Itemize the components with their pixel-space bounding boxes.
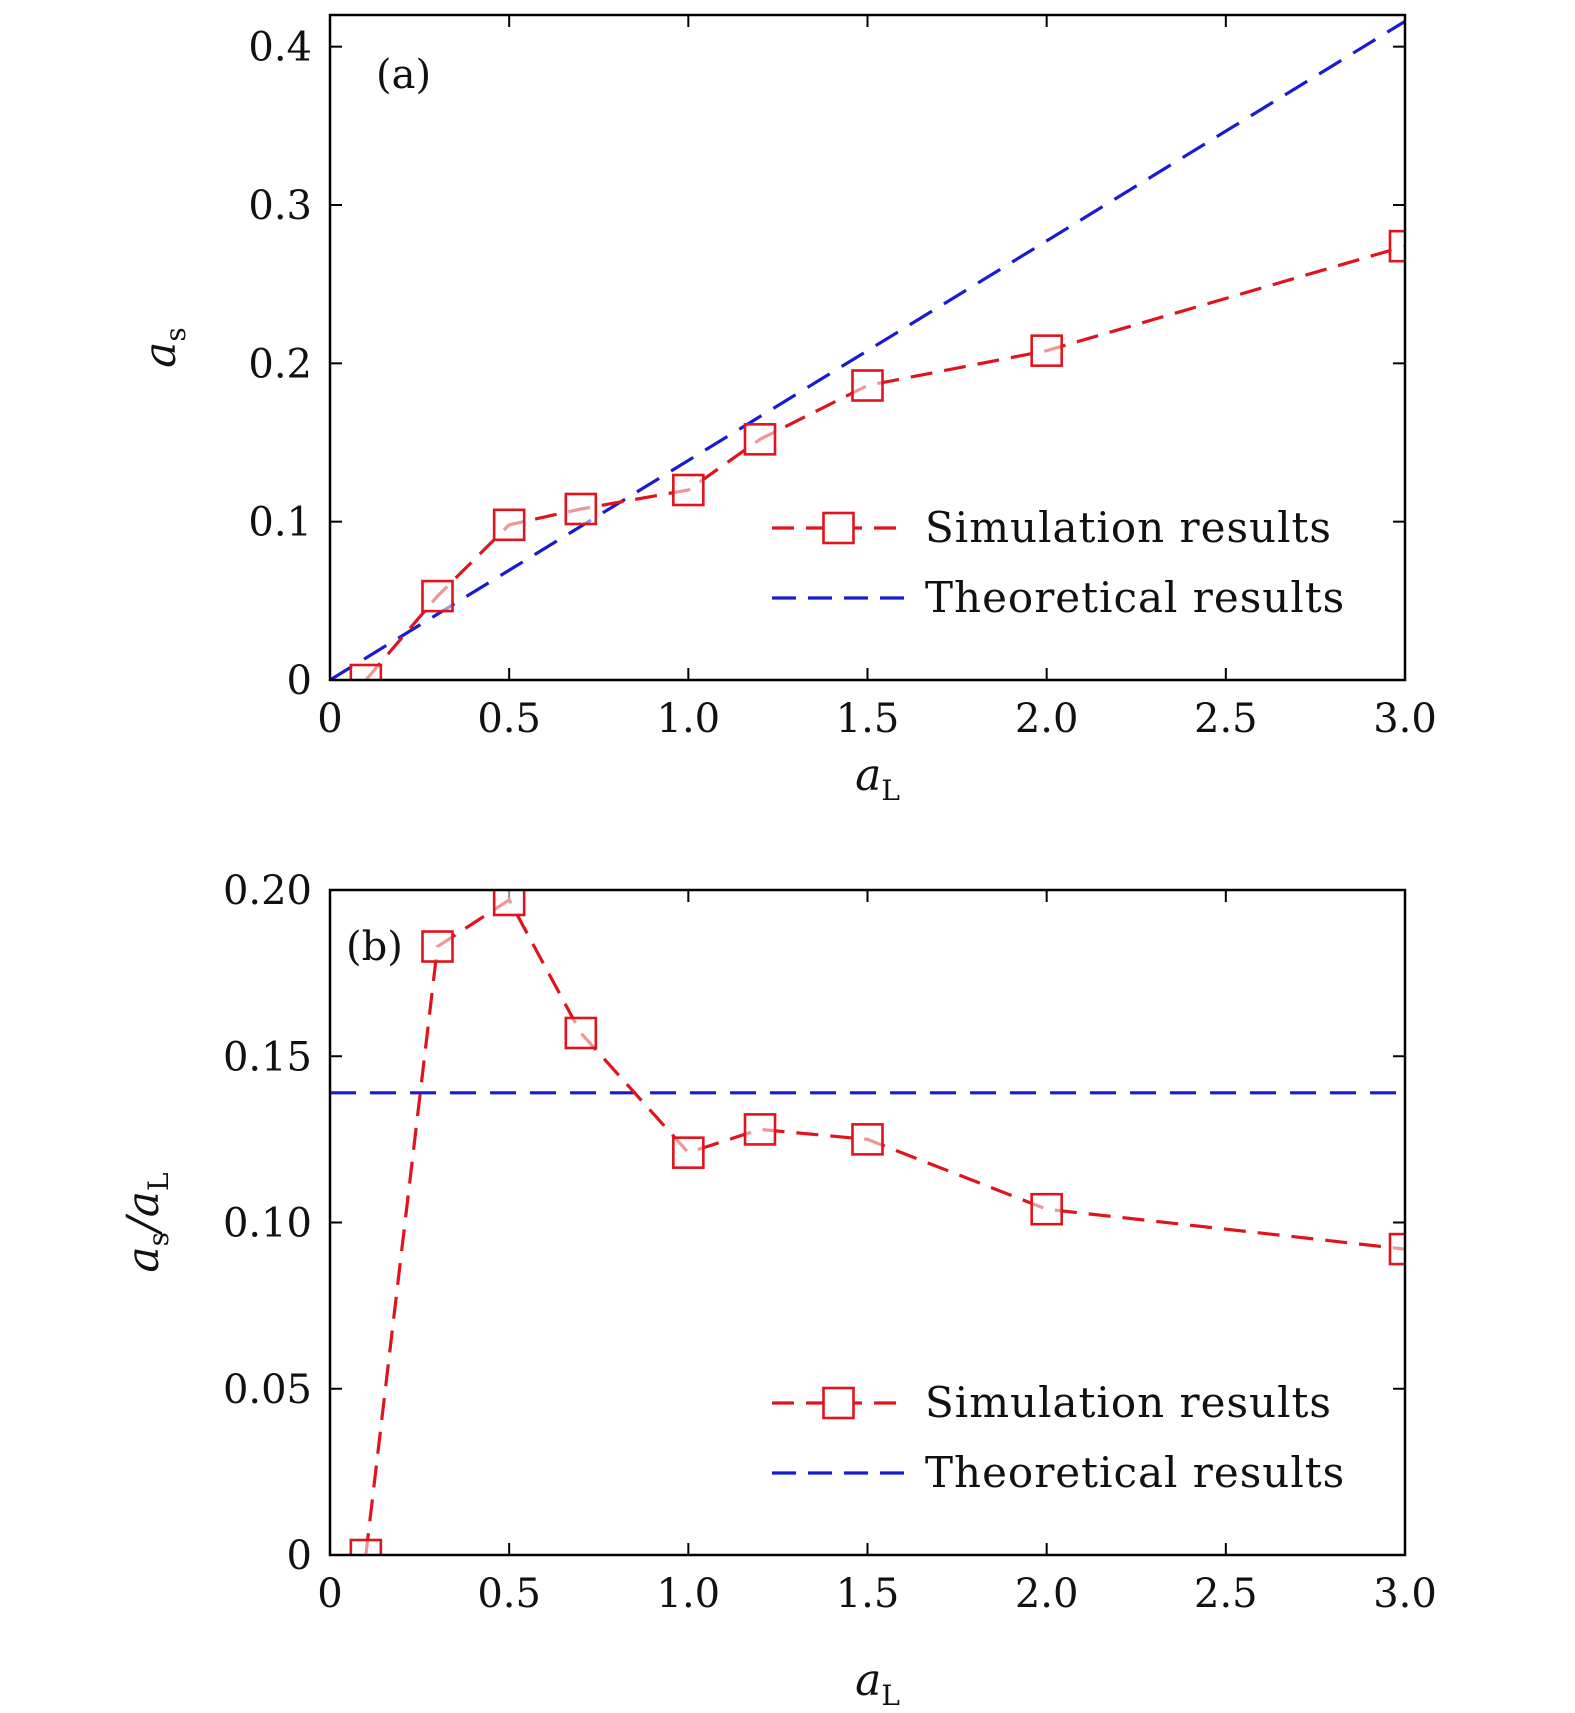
x-tick-label: 2.0 [1015,696,1079,742]
simulation-point-0-7 [1030,334,1063,367]
y-tick-label: 0.2 [248,341,312,387]
x-tick-label: 2.5 [1194,696,1258,742]
plot-frame [328,888,1407,1557]
simulation-point-0-4 [672,1136,705,1169]
x-tick-label: 1.0 [657,1571,721,1617]
simulation-point-0-7 [1030,1192,1063,1226]
simulation-point-0-2 [492,890,526,917]
x-tick-label: 2.0 [1015,1571,1079,1617]
x-axis-label: aL [855,1655,900,1712]
theoretical-series-line [330,19,1405,680]
simulation-point-0-5 [743,423,777,456]
x-tick-label: 0.5 [477,1571,541,1617]
y-tick-label: 0.4 [248,25,312,71]
x-axis-label: aL [855,750,900,807]
simulation-point-0-2 [492,508,526,542]
x-axis-label-main: a [855,750,881,801]
y-axis-label-main: a [135,342,186,368]
plot-area [330,19,1405,680]
panel-label: (a) [376,52,431,98]
y-axis-label-sub: s [159,327,192,341]
simulation-point-0-0 [349,663,383,680]
y-axis-label-tail-sub: L [142,1172,175,1191]
plot-area [330,890,1405,1555]
y-axis-label-tail: /a [118,1191,169,1236]
legend-label: Simulation results [925,503,1332,552]
y-tick-label: 0.20 [223,868,312,914]
x-tick-label: 0 [317,696,342,742]
simulation-point-0-1 [421,930,454,963]
y-tick-label: 0.05 [223,1367,312,1413]
x-tick-label: 1.0 [657,696,721,742]
x-tick-label: 1.5 [836,696,900,742]
y-tick-label: 0 [287,1533,312,1579]
y-tick-label: 0 [287,658,312,704]
x-tick-label: 3.0 [1373,1571,1437,1617]
legend-label: Theoretical results [925,1448,1345,1497]
legend: Simulation results Theoretical results [772,503,1345,622]
chart-panel-b: 0 0.5 1.0 1.5 2.0 2.5 3.0 0 0.05 0.10 0.15 0.20 (b) S… [118,868,1437,1712]
y-tick-label: 0.3 [248,183,312,229]
legend-marker [822,1386,855,1420]
chart-panel-a: 0 0.5 1.0 1.5 2.0 2.5 3.0 0 0.1 0.2 0.3 0.4 (a) Simul… [135,13,1437,807]
y-tick-label: 0.10 [223,1201,312,1247]
x-tick-label: 2.5 [1194,1571,1258,1617]
simulation-point-0-6 [851,369,884,402]
y-tick-label: 0.15 [223,1034,312,1080]
simulation-point-0-3 [564,492,598,526]
simulation-point-0-4 [672,473,705,507]
legend: Simulation results Theoretical results [772,1378,1345,1497]
simulation-point-0-8 [1388,229,1405,263]
simulation-point-0-8 [1388,1232,1405,1266]
x-tick-label: 3.0 [1373,696,1437,742]
simulation-point-0-0 [349,1538,383,1555]
y-axis-label-main: a [118,1246,169,1272]
simulation-point-0-3 [564,1016,598,1050]
y-axis-label: as [135,327,192,368]
x-tick-label: 0.5 [477,696,541,742]
x-tick-label: 1.5 [836,1571,900,1617]
legend-label: Theoretical results [925,573,1345,622]
y-tick-label: 0.1 [248,500,312,546]
y-axis-label-sub: s [142,1232,175,1246]
y-axis-label: as/aL [118,1172,175,1272]
x-axis-label-main: a [855,1655,881,1706]
simulation-point-0-5 [743,1113,777,1146]
x-axis-label-sub: L [881,774,900,807]
panel-label: (b) [346,924,403,970]
legend-marker [822,511,855,545]
x-axis-label-sub: L [881,1679,900,1712]
legend-label: Simulation results [925,1378,1332,1427]
plot-frame [328,13,1407,682]
x-tick-label: 0 [317,1571,342,1617]
simulation-point-0-6 [851,1123,884,1156]
simulation-point-0-1 [421,579,454,613]
